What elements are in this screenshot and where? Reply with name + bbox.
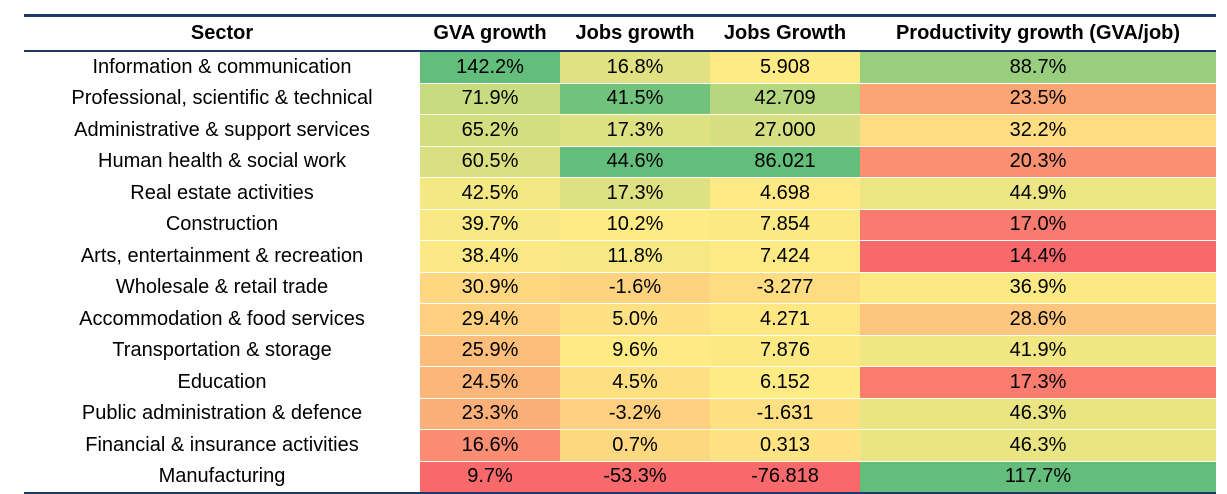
gva-growth-cell: 65.2% (420, 114, 560, 147)
gva-growth-cell: 60.5% (420, 146, 560, 178)
jobs-growth-count-cell: -76.818 (710, 461, 860, 494)
jobs-growth-pct-cell: 16.8% (560, 51, 710, 84)
table-row: Professional, scientific & technical 71.9… (24, 83, 1216, 115)
jobs-growth-count-cell: 27.000 (710, 114, 860, 147)
header-row: Sector GVA growth Jobs growth Jobs Growt… (24, 17, 1216, 52)
jobs-growth-count-cell: 86.021 (710, 146, 860, 178)
jobs-growth-count-cell: 4.698 (710, 177, 860, 210)
gva-growth-cell: 23.3% (420, 398, 560, 430)
jobs-growth-pct-cell: 10.2% (560, 209, 710, 241)
sector-cell: Manufacturing (24, 461, 420, 494)
table-row: Financial & insurance activities 16.6% 0.7… (24, 429, 1216, 462)
sector-cell: Professional, scientific & technical (24, 83, 420, 115)
gva-growth-cell: 71.9% (420, 83, 560, 115)
top-rule (24, 14, 1216, 17)
gva-growth-cell: 42.5% (420, 177, 560, 210)
col-header-sector: Sector (24, 17, 420, 52)
gva-growth-cell: 39.7% (420, 209, 560, 241)
jobs-growth-count-cell: 7.876 (710, 335, 860, 367)
table-row: Public administration & defence 23.3% -3.2… (24, 398, 1216, 430)
sector-cell: Information & communication (24, 51, 420, 84)
gva-growth-cell: 16.6% (420, 429, 560, 462)
jobs-growth-pct-cell: 11.8% (560, 240, 710, 273)
sector-cell: Wholesale & retail trade (24, 272, 420, 304)
gva-growth-cell: 9.7% (420, 461, 560, 494)
productivity-growth-cell: 17.0% (860, 209, 1216, 241)
jobs-growth-pct-cell: 0.7% (560, 429, 710, 462)
productivity-growth-cell: 28.6% (860, 303, 1216, 336)
jobs-growth-count-cell: 6.152 (710, 366, 860, 399)
jobs-growth-count-cell: -1.631 (710, 398, 860, 430)
table-row: Arts, entertainment & recreation 38.4% 11.… (24, 240, 1216, 273)
table-row: Transportation & storage 25.9% 9.6% 7.876 41… (24, 335, 1216, 367)
productivity-growth-cell: 88.7% (860, 51, 1216, 84)
productivity-growth-cell: 20.3% (860, 146, 1216, 178)
sector-cell: Education (24, 366, 420, 399)
sector-cell: Transportation & storage (24, 335, 420, 367)
table-row: Human health & social work 60.5% 44.6% 86.0… (24, 146, 1216, 178)
table-row: Accommodation & food services 29.4% 5.0% 4.… (24, 303, 1216, 336)
productivity-growth-cell: 32.2% (860, 114, 1216, 147)
table-row: Administrative & support services 65.2% 17… (24, 114, 1216, 147)
gva-growth-cell: 142.2% (420, 51, 560, 84)
table-row: Information & communication 142.2% 16.8% 5.… (24, 51, 1216, 84)
jobs-growth-pct-cell: -1.6% (560, 272, 710, 304)
productivity-growth-cell: 46.3% (860, 429, 1216, 462)
productivity-growth-cell: 14.4% (860, 240, 1216, 273)
sector-cell: Construction (24, 209, 420, 241)
col-header-jobs-growth-count: Jobs Growth (710, 17, 860, 52)
col-header-jobs-growth-pct: Jobs growth (560, 17, 710, 52)
jobs-growth-pct-cell: 41.5% (560, 83, 710, 115)
productivity-growth-cell: 36.9% (860, 272, 1216, 304)
sector-cell: Administrative & support services (24, 114, 420, 147)
productivity-growth-cell: 44.9% (860, 177, 1216, 210)
gva-growth-cell: 30.9% (420, 272, 560, 304)
jobs-growth-count-cell: 5.908 (710, 51, 860, 84)
gva-growth-cell: 25.9% (420, 335, 560, 367)
col-header-productivity-growth: Productivity growth (GVA/job) (860, 17, 1216, 52)
productivity-growth-cell: 46.3% (860, 398, 1216, 430)
jobs-growth-count-cell: -3.277 (710, 272, 860, 304)
sector-cell: Arts, entertainment & recreation (24, 240, 420, 273)
gva-growth-cell: 24.5% (420, 366, 560, 399)
table-row: Real estate activities 42.5% 17.3% 4.698 44.… (24, 177, 1216, 210)
heatmap-table-container: Sector GVA growth Jobs growth Jobs Growt… (24, 14, 1216, 494)
jobs-growth-pct-cell: -53.3% (560, 461, 710, 494)
jobs-growth-pct-cell: 4.5% (560, 366, 710, 399)
gva-growth-cell: 29.4% (420, 303, 560, 336)
sector-cell: Financial & insurance activities (24, 429, 420, 462)
sector-cell: Accommodation & food services (24, 303, 420, 336)
productivity-growth-cell: 41.9% (860, 335, 1216, 367)
gva-growth-cell: 38.4% (420, 240, 560, 273)
sector-cell: Real estate activities (24, 177, 420, 210)
table-row: Construction 39.7% 10.2% 7.854 17.0% (24, 209, 1216, 241)
jobs-growth-pct-cell: 9.6% (560, 335, 710, 367)
jobs-growth-count-cell: 7.854 (710, 209, 860, 241)
jobs-growth-count-cell: 7.424 (710, 240, 860, 273)
jobs-growth-count-cell: 42.709 (710, 83, 860, 115)
table-row: Manufacturing 9.7% -53.3% -76.818 117.7% (24, 461, 1216, 494)
col-header-gva-growth: GVA growth (420, 17, 560, 52)
jobs-growth-count-cell: 4.271 (710, 303, 860, 336)
productivity-growth-cell: 23.5% (860, 83, 1216, 115)
jobs-growth-pct-cell: 44.6% (560, 146, 710, 178)
table-row: Education 24.5% 4.5% 6.152 17.3% (24, 366, 1216, 399)
jobs-growth-count-cell: 0.313 (710, 429, 860, 462)
table-row: Wholesale & retail trade 30.9% -1.6% -3.277… (24, 272, 1216, 304)
sector-cell: Public administration & defence (24, 398, 420, 430)
sector-cell: Human health & social work (24, 146, 420, 178)
productivity-growth-cell: 117.7% (860, 461, 1216, 494)
jobs-growth-pct-cell: 17.3% (560, 177, 710, 210)
jobs-growth-pct-cell: -3.2% (560, 398, 710, 430)
jobs-growth-pct-cell: 5.0% (560, 303, 710, 336)
sector-growth-table: Sector GVA growth Jobs growth Jobs Growt… (24, 17, 1216, 494)
jobs-growth-pct-cell: 17.3% (560, 114, 710, 147)
productivity-growth-cell: 17.3% (860, 366, 1216, 399)
